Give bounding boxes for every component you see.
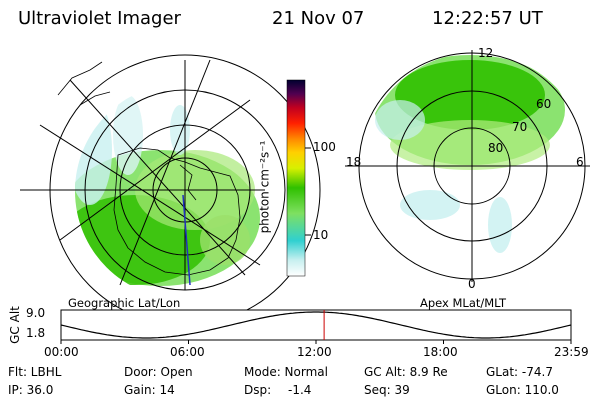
glat-info: GLat: -74.7 [486,365,553,379]
time-label: 12:22:57 UT [432,8,543,29]
dsp-value: -1.4 [288,383,312,397]
date-label: 21 Nov 07 [272,8,365,29]
right-image-data [375,55,565,253]
mlt-label-0: 0 [468,277,476,291]
seq-info: Seq: 39 [364,383,410,397]
gc-alt-info: GC Alt: 8.9 Re [364,365,448,379]
mlat-label-60: 60 [536,97,552,111]
filter-info: Flt: LBHL [8,365,62,379]
altitude-xtick-1800: 18:00 [423,345,458,359]
gain-info: Gain: 14 [124,383,175,397]
mlt-label-6: 6 [576,155,584,169]
geographic-label: Geographic Lat/Lon [68,296,181,310]
mode-info: Mode: Normal [244,365,328,379]
altitude-xtick-2359: 23:59 [554,345,589,359]
door-info: Door: Open [124,365,193,379]
glon-info: GLon: 110.0 [486,383,559,397]
apex-label: Apex MLat/MLT [420,296,507,310]
altitude-xtick-0000: 00:00 [44,345,79,359]
colorbar-tick-10: 10 [313,228,329,242]
altitude-xtick-1200: 12:00 [297,345,332,359]
meridian-highlight [182,194,191,286]
altitude-ytick-low: 1.8 [26,326,46,340]
dsp-label: Dsp: [244,383,272,397]
coastline-detail [57,61,197,201]
altitude-ytick-high: 9.0 [26,306,46,320]
mlat-label-70: 70 [512,120,528,134]
left-image-data [75,95,260,286]
altitude-curve [60,311,572,339]
colorbar-tick-100: 100 [313,140,336,154]
ip-info: IP: 36.0 [8,383,54,397]
instrument-title: Ultraviolet Imager [18,8,181,29]
antarctica-coastline [113,147,241,276]
mlt-label-12: 12 [478,46,494,60]
mlat-label-80: 80 [488,141,504,155]
altitude-xtick-0600: 06:00 [170,345,205,359]
mlt-label-18: 18 [346,155,362,169]
